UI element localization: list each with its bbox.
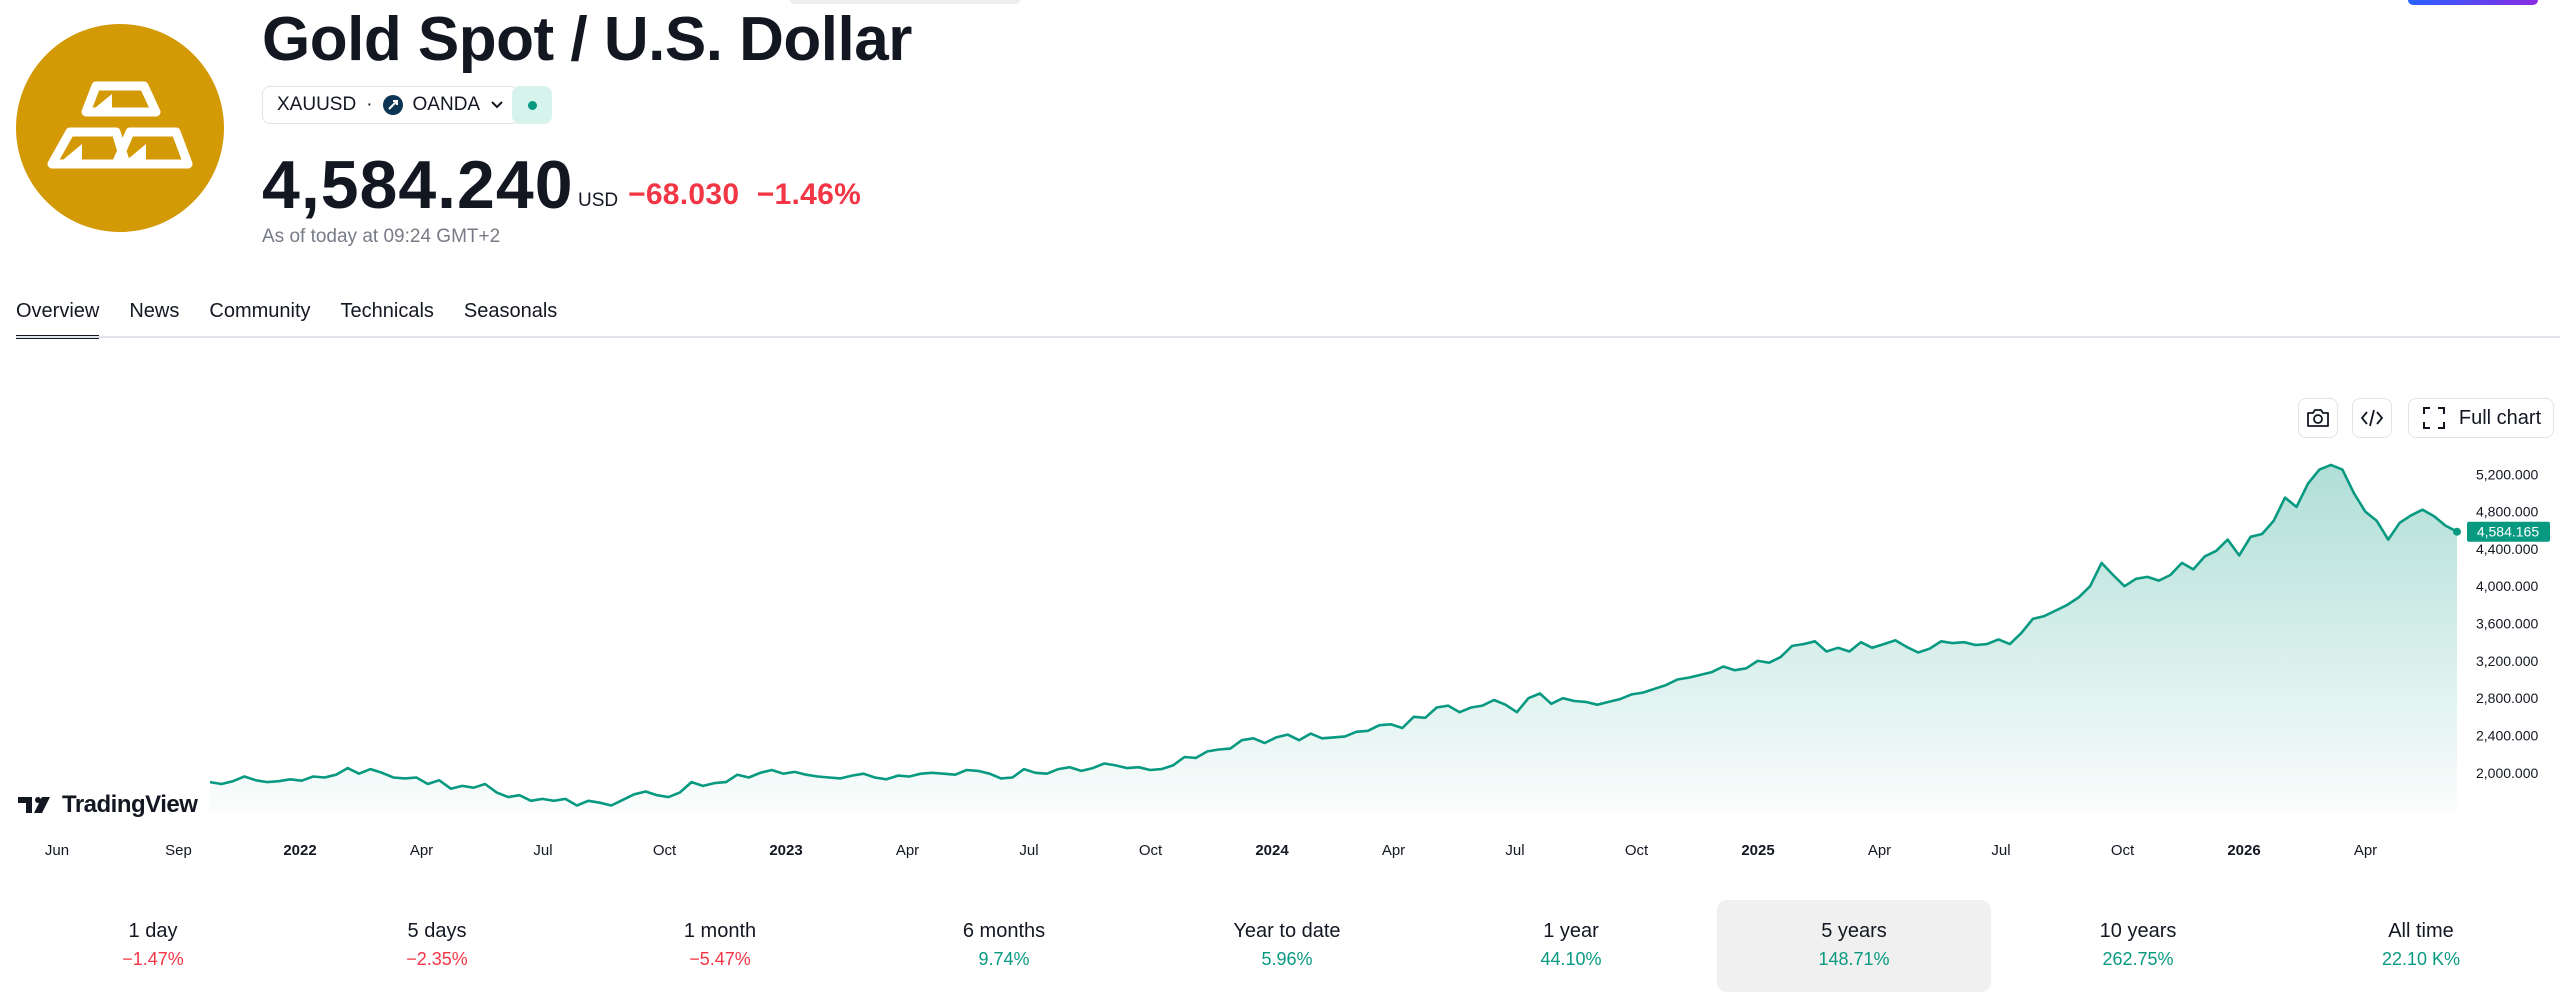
oanda-icon xyxy=(382,95,403,115)
period-label: 1 day xyxy=(128,920,178,942)
x-axis-tick-label: Oct xyxy=(1625,842,1649,859)
last-price-dot xyxy=(2453,527,2461,536)
tradingview-wordmark: TradingView xyxy=(62,791,198,818)
x-axis-tick-label: Oct xyxy=(653,842,677,859)
y-axis-tick-label: 4,000.000 xyxy=(2476,578,2538,594)
price-line xyxy=(209,463,2458,807)
period-10-years[interactable]: 10 years 262.75% xyxy=(2001,900,2275,992)
x-axis-tick-label: 2023 xyxy=(769,842,802,859)
x-axis-tick-label: Sep xyxy=(165,842,192,859)
full-chart-button[interactable]: Full chart xyxy=(2408,398,2554,438)
period-change: −5.47% xyxy=(689,949,751,969)
tab-technicals[interactable]: Technicals xyxy=(340,300,434,322)
y-axis-tick-label: 3,600.000 xyxy=(2476,616,2538,632)
chevron-down-icon xyxy=(490,97,504,113)
price-timestamp: As of today at 09:24 GMT+2 xyxy=(262,226,501,247)
tab-overview[interactable]: Overview xyxy=(16,300,100,339)
x-axis-tick-label: Apr xyxy=(1868,842,1891,859)
change-percent: −1.46% xyxy=(756,178,862,211)
tabs-divider xyxy=(16,336,2560,338)
period-1-year[interactable]: 1 year 44.10% xyxy=(1434,900,1708,992)
y-axis-tick-label: 2,800.000 xyxy=(2476,690,2538,706)
y-axis-tick-label: 2,400.000 xyxy=(2476,727,2538,743)
change-absolute: −68.030 xyxy=(628,178,740,211)
period-label: All time xyxy=(2388,920,2454,942)
x-axis-tick-label: Apr xyxy=(2354,842,2377,859)
x-axis-tick-label: 2022 xyxy=(283,842,316,859)
performance-periods: 1 day −1.47% 5 days −2.35% 1 month −5.47% 6 mo… xyxy=(16,900,2560,992)
period-1-day[interactable]: 1 day −1.47% xyxy=(16,900,290,992)
exchange-label: OANDA xyxy=(412,94,481,115)
embed-code-icon xyxy=(2360,409,2384,427)
last-price: 4,584.240 xyxy=(262,147,574,223)
period-label: 6 months xyxy=(962,920,1046,942)
tab-news[interactable]: News xyxy=(129,300,180,322)
x-axis-tick-label: Jun xyxy=(45,842,69,859)
y-axis-tick-label: 3,200.000 xyxy=(2476,653,2538,669)
x-axis-tick-label: 2026 xyxy=(2227,842,2260,859)
separator-dot: · xyxy=(366,94,373,115)
y-axis-tick-label: 4,800.000 xyxy=(2476,504,2538,520)
last-price-label: 4,584.165 xyxy=(2477,524,2539,540)
x-axis-tick-label: Oct xyxy=(1139,842,1163,859)
y-axis-tick-label: 2,000.000 xyxy=(2476,765,2538,781)
period-change: 5.96% xyxy=(1261,949,1313,969)
period-label: 1 month xyxy=(683,920,757,942)
period-5-days[interactable]: 5 days −2.35% xyxy=(300,900,574,992)
period-all-time[interactable]: All time 22.10 K% xyxy=(2284,900,2558,992)
market-status-button[interactable] xyxy=(512,86,552,124)
period-change: 44.10% xyxy=(1540,949,1602,969)
full-chart-label: Full chart xyxy=(2458,406,2542,429)
period-1-month[interactable]: 1 month −5.47% xyxy=(583,900,857,992)
period-change: 148.71% xyxy=(1818,949,1890,969)
price-currency: USD xyxy=(578,190,619,211)
x-axis-tick-label: Apr xyxy=(410,842,433,859)
price-chart[interactable]: 5,200.000 4,800.000 4,400.000 4,000.000 3,60… xyxy=(0,440,2560,880)
symbol-exchange-selector[interactable]: XAUUSD · OANDA xyxy=(262,86,520,124)
fullscreen-icon xyxy=(2422,407,2445,429)
top-accent-bar xyxy=(2408,0,2538,5)
x-axis-tick-label: Apr xyxy=(896,842,919,859)
x-axis-tick-label: Oct xyxy=(2111,842,2135,859)
embed-button[interactable] xyxy=(2352,398,2392,438)
market-open-dot-icon xyxy=(527,100,537,110)
period-change: 22.10 K% xyxy=(2381,949,2461,969)
y-axis-tick-label: 4,400.000 xyxy=(2476,541,2538,557)
period-6-months[interactable]: 6 months 9.74% xyxy=(867,900,1141,992)
x-axis-tick-label: Jul xyxy=(533,842,552,859)
gold-bars-logo xyxy=(16,24,224,232)
period-change: −1.47% xyxy=(122,949,184,969)
x-axis-tick-label: 2024 xyxy=(1255,842,1289,859)
x-axis-tick-label: Jul xyxy=(1991,842,2010,859)
camera-icon xyxy=(2307,409,2329,427)
tab-seasonals[interactable]: Seasonals xyxy=(463,300,558,322)
period-label: 5 days xyxy=(407,920,467,942)
period-change: 9.74% xyxy=(978,949,1030,969)
tradingview-logo-icon xyxy=(18,797,50,813)
period-label: 1 year xyxy=(1543,920,1599,942)
price-area-fill xyxy=(210,464,2457,812)
symbol-label: XAUUSD xyxy=(277,94,357,115)
period-label: Year to date xyxy=(1233,920,1341,942)
tradingview-watermark: TradingView xyxy=(18,791,198,819)
price-change: −68.030 −1.46% xyxy=(628,178,861,212)
last-price-badge xyxy=(2467,521,2550,542)
snapshot-button[interactable] xyxy=(2298,398,2338,438)
page-title: Gold Spot / U.S. Dollar xyxy=(262,5,912,74)
period-label: 10 years xyxy=(2099,920,2177,942)
y-axis-tick-label: 5,200.000 xyxy=(2476,466,2538,482)
period-change: −2.35% xyxy=(406,949,468,969)
x-axis-tick-label: Jul xyxy=(1505,842,1524,859)
tab-community[interactable]: Community xyxy=(209,300,311,322)
top-scroll-strip xyxy=(790,0,1020,4)
x-axis-tick-label: Jul xyxy=(1019,842,1038,859)
period-year-to-date[interactable]: Year to date 5.96% xyxy=(1150,900,1424,992)
x-axis-tick-label: 2025 xyxy=(1741,842,1774,859)
period-label: 5 years xyxy=(1821,920,1887,942)
section-tabs: Overview News Community Technicals Seaso… xyxy=(16,300,557,339)
x-axis-tick-label: Apr xyxy=(1382,842,1405,859)
period-5-years[interactable]: 5 years 148.71% xyxy=(1717,900,1991,992)
period-change: 262.75% xyxy=(2102,949,2174,969)
